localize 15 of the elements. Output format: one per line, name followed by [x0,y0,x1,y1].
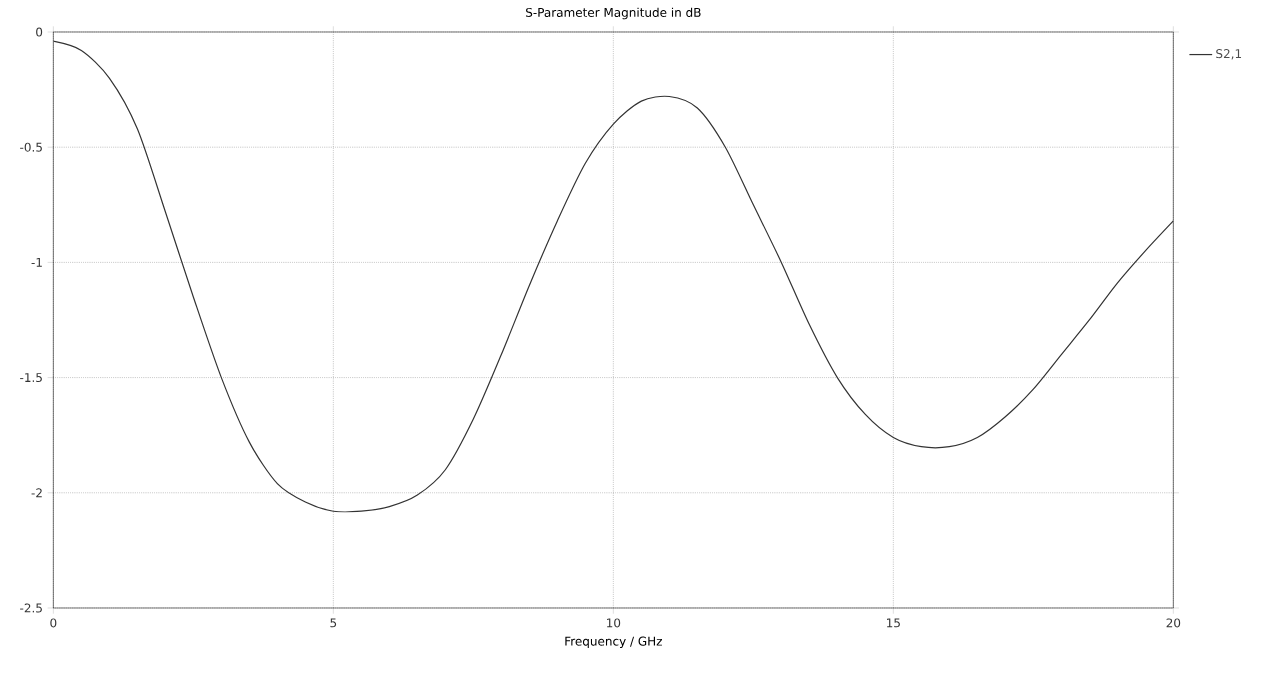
y-tick-label: -1 [31,258,42,267]
y-tick-label: 0 [36,27,43,37]
x-tick-label: 15 [887,618,900,628]
y-tick-label: -0.5 [20,142,42,152]
line-series [53,40,1174,513]
legend-label: S2,1 [1216,49,1242,60]
x-tick-label: 5 [330,618,337,628]
x-axis-title: Frequency / GHz [565,636,662,649]
y-tick-label: -2.5 [20,603,42,613]
chart-title: S-Parameter Magnitude in dB [526,7,701,20]
y-tick-label: -2 [31,488,42,498]
y-tick-label: -1.5 [20,373,42,383]
x-tick-label: 0 [50,618,57,628]
x-tick-label: 20 [1166,618,1181,628]
x-tick-label: 10 [607,618,621,628]
